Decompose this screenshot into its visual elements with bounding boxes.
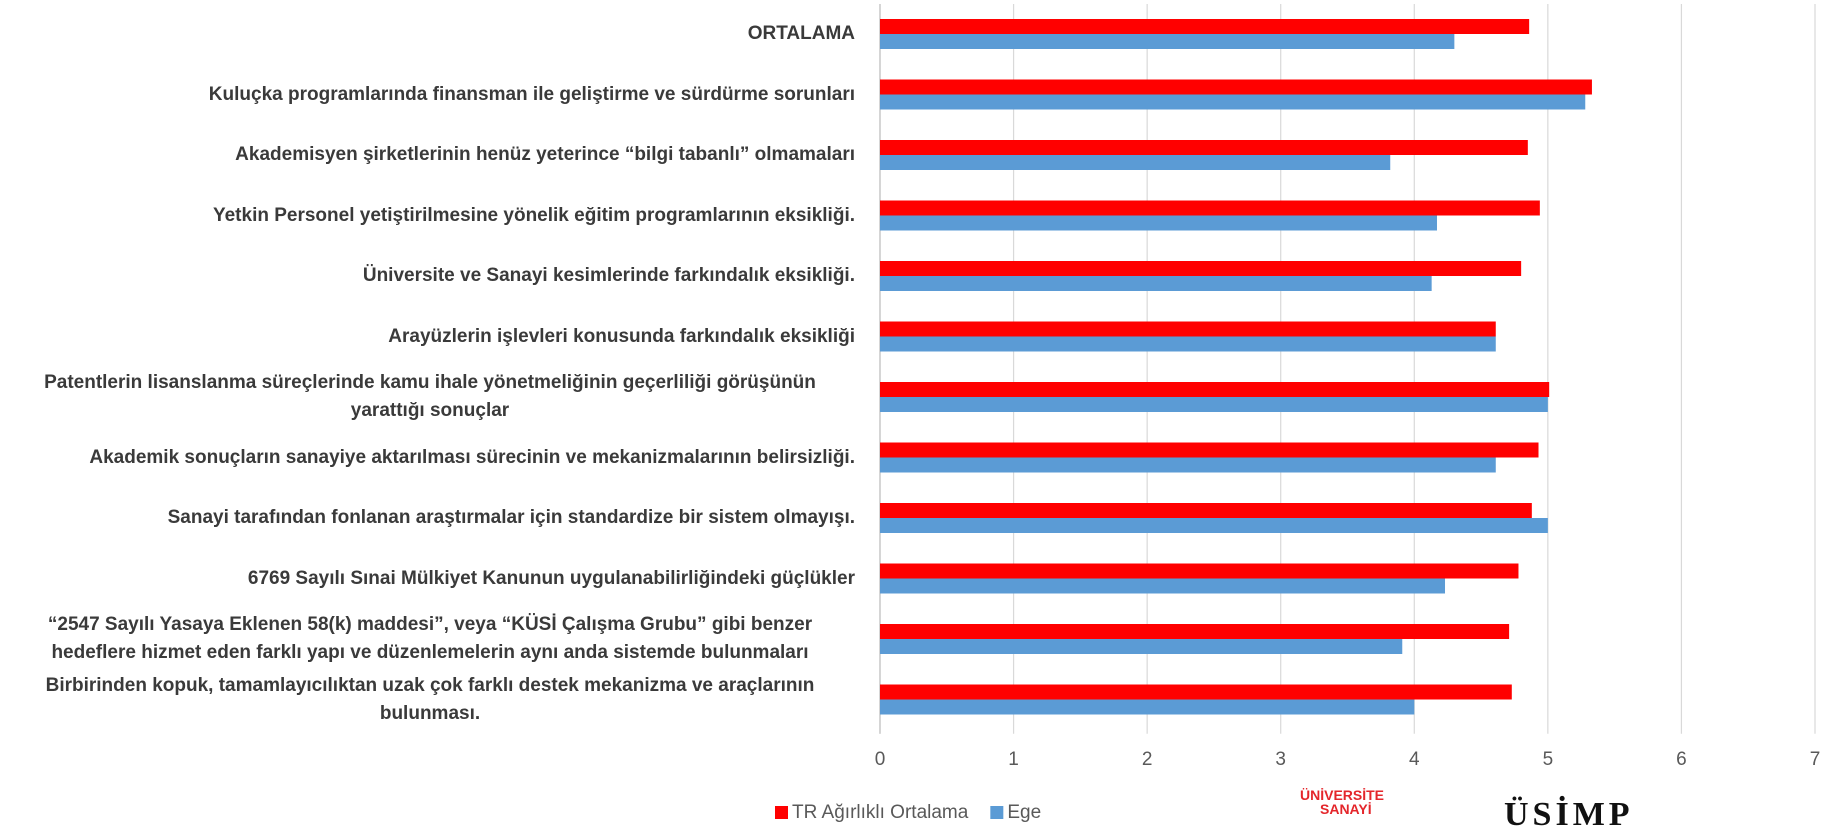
bar (880, 624, 1510, 639)
bar (880, 276, 1432, 291)
bar (880, 155, 1391, 170)
x-tick-label: 6 (1676, 749, 1687, 770)
y-tick-label: Üniversite ve Sanayi kesimlerinde farkın… (362, 265, 855, 286)
y-tick-label: Birbirinden kopuk, tamamlayıcılıktan uza… (45, 674, 815, 724)
legend-label: Ege (1007, 802, 1041, 823)
logo-text: ÜNİVERSİTE (1300, 787, 1385, 803)
y-tick-label: 6769 Sayılı Sınai Mülkiyet Kanunun uygul… (247, 567, 855, 589)
bar (880, 34, 1455, 49)
bar (880, 140, 1528, 155)
bar (880, 563, 1519, 579)
x-tick-label: 3 (1275, 749, 1286, 770)
y-tick-label: “2547 Sayılı Yasaya Eklenen 58(k) maddes… (47, 614, 813, 663)
bar (880, 503, 1532, 518)
legend-swatch (775, 806, 788, 819)
y-tick-label: Sanayi tarafından fonlanan araştırmalar … (167, 507, 855, 528)
bar (880, 321, 1496, 337)
x-tick-label: 5 (1543, 749, 1554, 770)
x-tick-label: 2 (1142, 749, 1153, 770)
x-tick-label: 1 (1008, 749, 1019, 770)
legend-swatch (990, 806, 1004, 819)
bar (880, 215, 1437, 231)
bar (880, 19, 1530, 34)
bar (880, 639, 1403, 654)
x-tick-label: 7 (1810, 749, 1821, 770)
legend-label: TR Ağırlıklı Ortalama (792, 802, 969, 823)
bar (880, 397, 1548, 412)
y-tick-label: Yetkin Personel yetiştirilmesine yönelik… (212, 204, 855, 226)
x-tick-label: 0 (875, 749, 886, 770)
bar (880, 684, 1512, 700)
bar (880, 200, 1540, 216)
bar (880, 518, 1548, 533)
x-tick-label: 4 (1409, 749, 1420, 770)
bar (880, 699, 1415, 715)
bar (880, 578, 1446, 594)
bar (880, 382, 1550, 397)
y-tick-label: Patentlerin lisanslanma süreçlerinde kam… (44, 372, 816, 421)
bar (880, 94, 1586, 110)
y-tick-label: ORTALAMA (747, 23, 855, 44)
bar (880, 79, 1592, 95)
bar (880, 457, 1496, 473)
y-tick-label: Akademik sonuçların sanayiye aktarılması… (89, 446, 855, 468)
bar (880, 336, 1496, 352)
y-tick-label: Akademisyen şirketlerinin henüz yeterinc… (235, 144, 855, 165)
y-tick-label: Arayüzlerin işlevleri konusunda farkında… (388, 325, 855, 347)
logo-usimp-mark: ÜNİVERSİTE SANAYİ (1300, 788, 1384, 816)
logo-text: SANAYİ (1320, 801, 1372, 817)
bar (880, 261, 1522, 276)
y-tick-label: Kuluçka programlarında finansman ile gel… (208, 83, 855, 105)
bar (880, 442, 1539, 458)
logo-usimp: ÜSİMP (1504, 796, 1634, 828)
